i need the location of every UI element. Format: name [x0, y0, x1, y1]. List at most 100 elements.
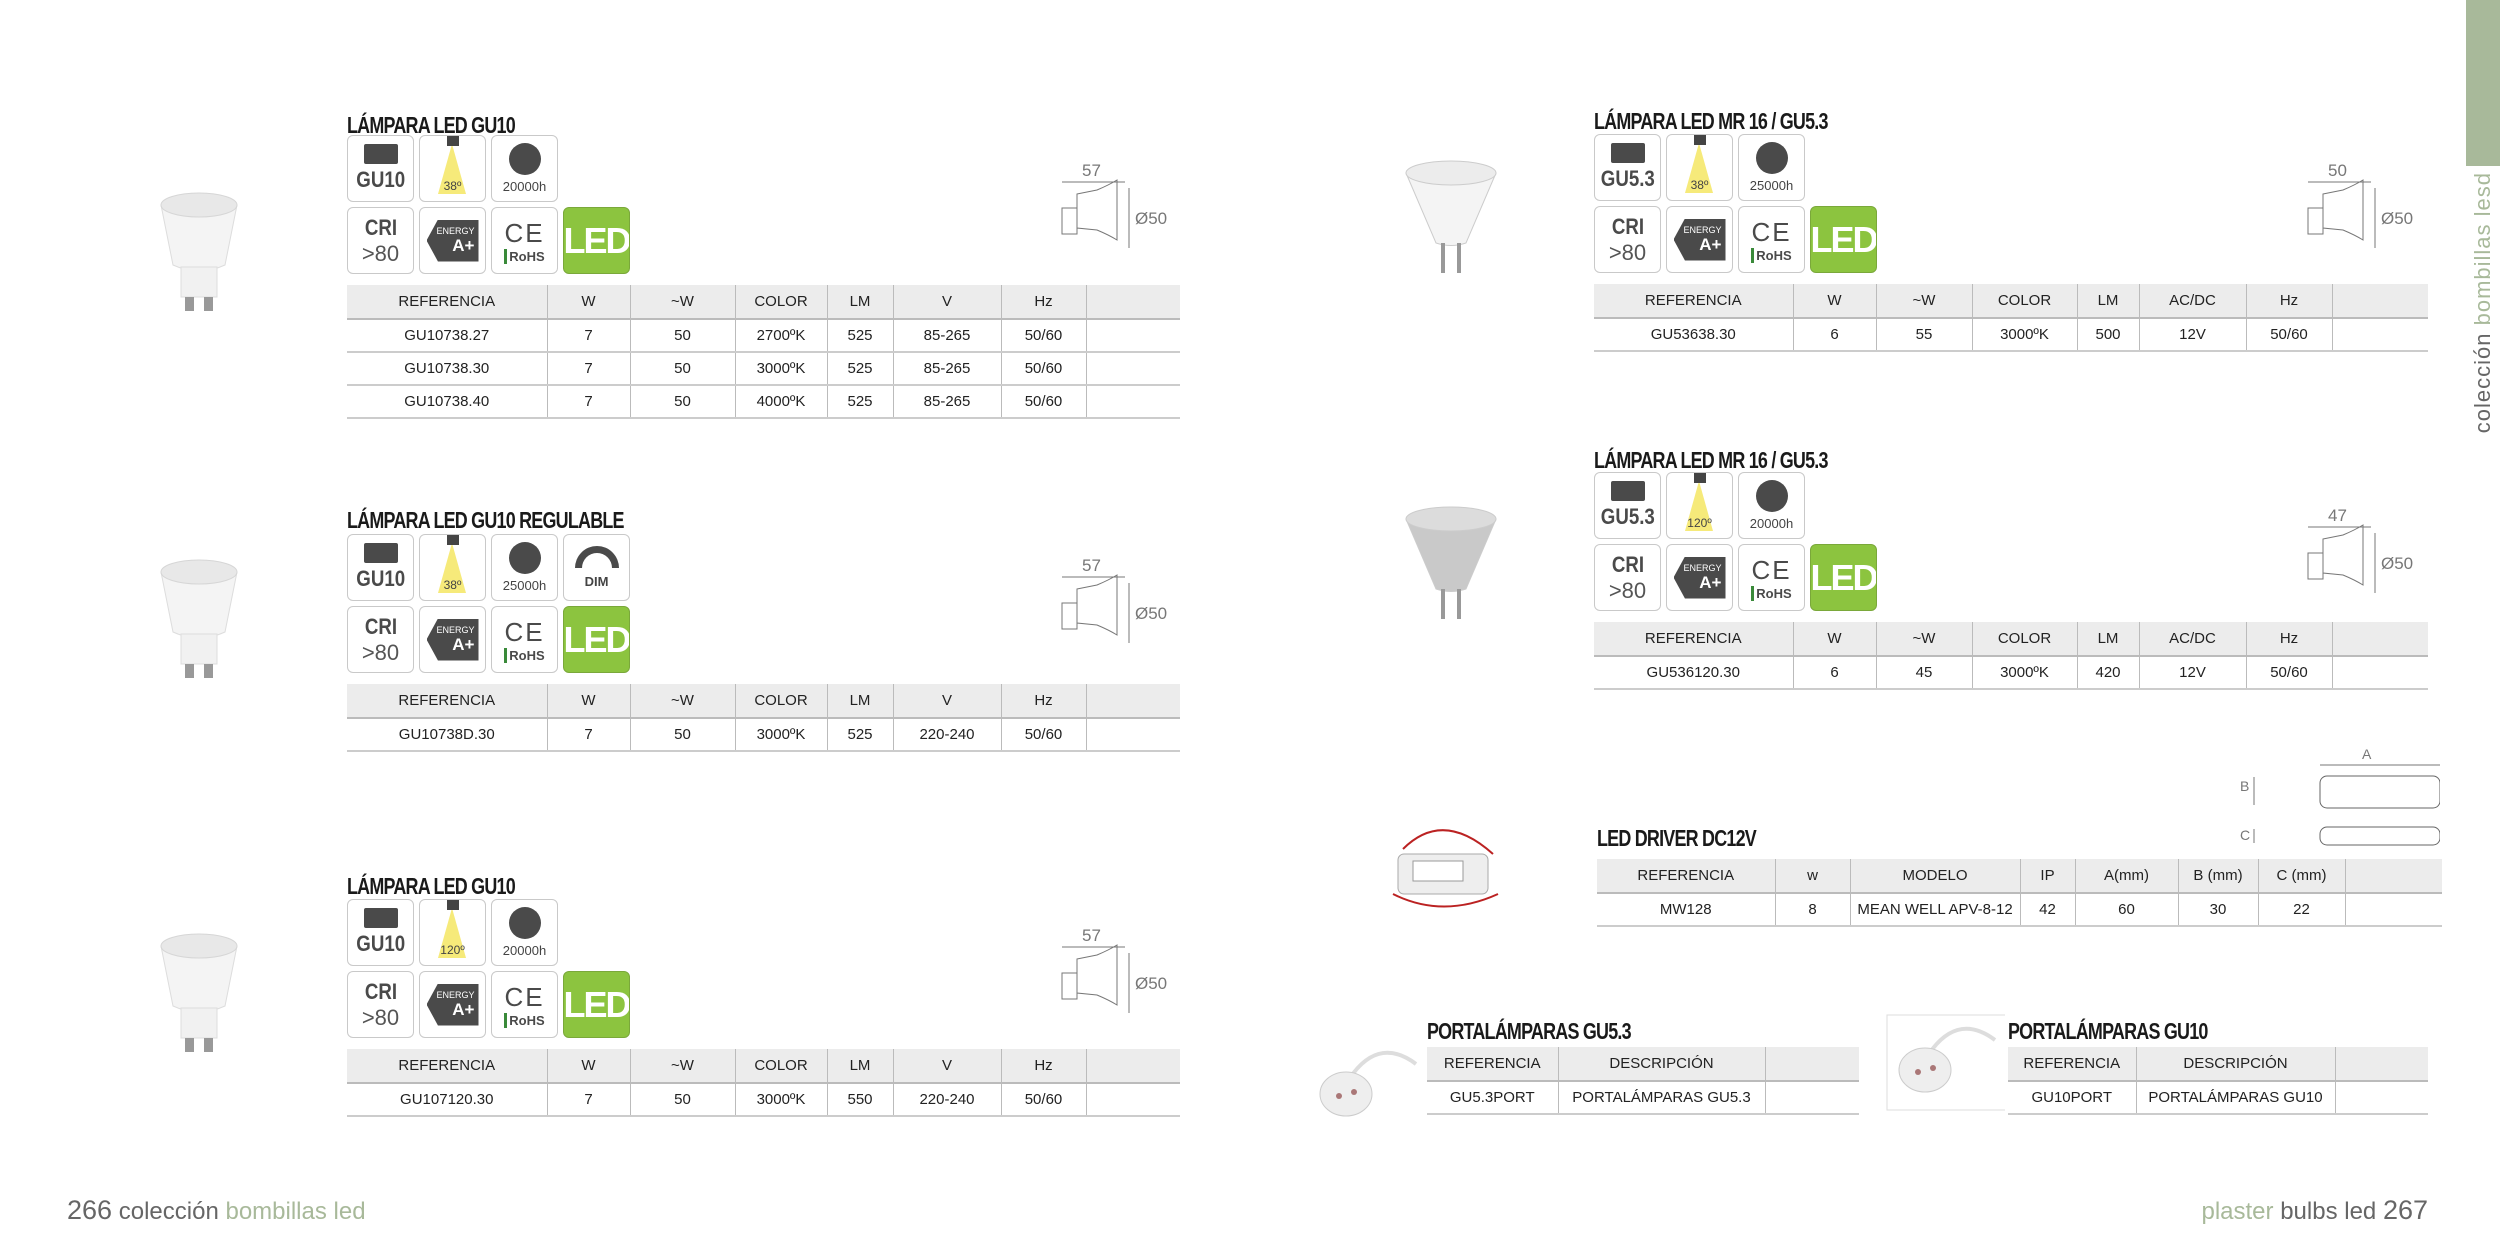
column-header: REFERENCIA	[2008, 1047, 2137, 1082]
product-image	[139, 552, 259, 692]
lifetime-label: 25000h	[1749, 178, 1794, 193]
column-header: LM	[827, 285, 894, 320]
socket-label: GU10	[356, 566, 405, 591]
product-image-shape	[1441, 589, 1445, 619]
rohs-mark: RoHS	[1751, 585, 1792, 601]
cri-value: >80	[361, 1004, 400, 1030]
table-row: GU10738.27 7 50 2700ºK 525 85-265 50/60	[347, 319, 1180, 353]
table-cell: 3000ºK	[735, 1083, 828, 1117]
energy-class: A+	[1699, 572, 1722, 592]
energy-label-icon: ENERGY A+	[419, 971, 486, 1038]
column-header: AC/DC	[2139, 284, 2247, 319]
column-header: DESCRIPCIÓN	[1558, 1047, 1766, 1082]
product-image-shape	[180, 1007, 218, 1039]
section-title: LÁMPARA LED MR 16 / GU5.3	[1594, 447, 1828, 473]
dimension-svg: 57 Ø50	[1061, 161, 1167, 248]
product-image-shape	[1405, 160, 1497, 273]
column-header	[2345, 859, 2442, 894]
table-cell: 7	[547, 319, 631, 353]
lamp-head	[447, 136, 459, 146]
column-header: W	[1793, 622, 1877, 657]
table-cell: 50	[630, 718, 736, 752]
clock-face	[508, 907, 541, 939]
table-cell	[1086, 352, 1180, 386]
dimension-line	[1061, 602, 1078, 630]
footer-right: plaster bulbs led 267	[2201, 1195, 2428, 1226]
dimension-svg: A B C	[2240, 746, 2441, 846]
dimension-label: 57	[1082, 161, 1101, 180]
ce-rohs-icon: CE RoHS	[1738, 206, 1805, 273]
column-header: DESCRIPCIÓN	[2136, 1047, 2336, 1082]
table-cell: 3000ºK	[1972, 656, 2078, 690]
product-image-shape	[1392, 829, 1499, 908]
energy-badge: ENERGY A+	[426, 983, 479, 1026]
side-label-dark: colección	[2470, 332, 2495, 434]
column-header: COLOR	[1972, 622, 2078, 657]
column-header: ~W	[630, 684, 736, 719]
side-label: colección bombillas lesd	[2466, 172, 2500, 434]
table-cell: 7	[547, 1083, 631, 1117]
led-badge: LED	[1810, 544, 1877, 611]
energy-label-icon: ENERGY A+	[419, 207, 486, 274]
lifetime-label: 20000h	[502, 179, 547, 194]
spec-table: REFERENCIA DESCRIPCIÓN GU5.3PORT PORTALÁMPA…	[1427, 1047, 1859, 1115]
dimension-svg: 50 Ø50	[2307, 161, 2413, 248]
dimension-line	[2319, 826, 2441, 846]
section-title: LÁMPARA LED GU10 REGULABLE	[347, 507, 625, 533]
table-cell: 2700ºK	[735, 319, 828, 353]
led-badge: LED	[563, 207, 630, 274]
led-badge: LED	[1810, 206, 1877, 273]
column-header: Hz	[2246, 622, 2333, 657]
cri-icon: CRI >80	[347, 207, 414, 274]
table-row: GU10738D.30 7 50 3000ºK 525 220-240 50/60	[347, 718, 1180, 752]
product-image-shape	[160, 559, 238, 585]
column-header: COLOR	[735, 1049, 828, 1084]
table-cell	[1086, 385, 1180, 419]
product-image-shape	[204, 297, 213, 311]
table-cell: 50/60	[1001, 352, 1087, 386]
beam-angle-icon: 38º	[419, 135, 486, 202]
table-cell: 3000ºK	[735, 352, 828, 386]
column-header: COLOR	[735, 684, 828, 719]
socket-label: GU5.3	[1600, 504, 1655, 529]
product-image-shape	[1319, 1071, 1373, 1117]
column-header: ~W	[630, 285, 736, 320]
column-header	[1086, 684, 1180, 719]
dimension-line	[1061, 972, 1078, 1000]
lamp-head	[1694, 473, 1706, 483]
table-cell: 220-240	[893, 718, 1002, 752]
table-cell	[2332, 318, 2428, 352]
product-image-shape	[160, 559, 238, 678]
dimension-label: 57	[1082, 556, 1101, 575]
ce-rohs-icon: CE RoHS	[1738, 544, 1805, 611]
cri-icon: CRI >80	[347, 606, 414, 673]
dim-icon: DIM	[563, 534, 630, 601]
column-header: W	[1793, 284, 1877, 319]
energy-badge: ENERGY A+	[426, 618, 479, 661]
product-image-shape	[180, 266, 218, 298]
product-image-shape	[204, 664, 213, 678]
ce-mark: CE	[504, 616, 545, 647]
column-header	[1086, 285, 1180, 320]
clock-icon: 20000h	[491, 135, 558, 202]
lifetime-label: 20000h	[1749, 516, 1794, 531]
socket-icon: GU10	[347, 534, 414, 601]
ce-mark: CE	[1751, 554, 1792, 585]
cri-icon: CRI >80	[1594, 544, 1661, 611]
table-cell: 420	[2077, 656, 2140, 690]
spec-table: REFERENCIA W ~W COLOR LM AC/DC Hz GU536120.30 6 4…	[1594, 622, 2428, 690]
product-image-shape	[1405, 506, 1497, 619]
product-image-shape	[1319, 1050, 1418, 1117]
product-image-shape	[1886, 1014, 2008, 1111]
socket-label: GU10	[356, 931, 405, 956]
footer-left-dark: colección	[118, 1198, 219, 1225]
table-cell: 12V	[2139, 656, 2247, 690]
product-image-shape	[160, 192, 238, 311]
ce-mark: CE	[504, 981, 545, 1012]
column-header: w	[1775, 859, 1851, 894]
clock-face	[508, 143, 541, 175]
section-title: PORTALÁMPARAS GU10	[2008, 1018, 2208, 1044]
table-cell: 525	[827, 385, 894, 419]
product-image	[1391, 504, 1511, 644]
rohs-mark: RoHS	[504, 647, 545, 663]
